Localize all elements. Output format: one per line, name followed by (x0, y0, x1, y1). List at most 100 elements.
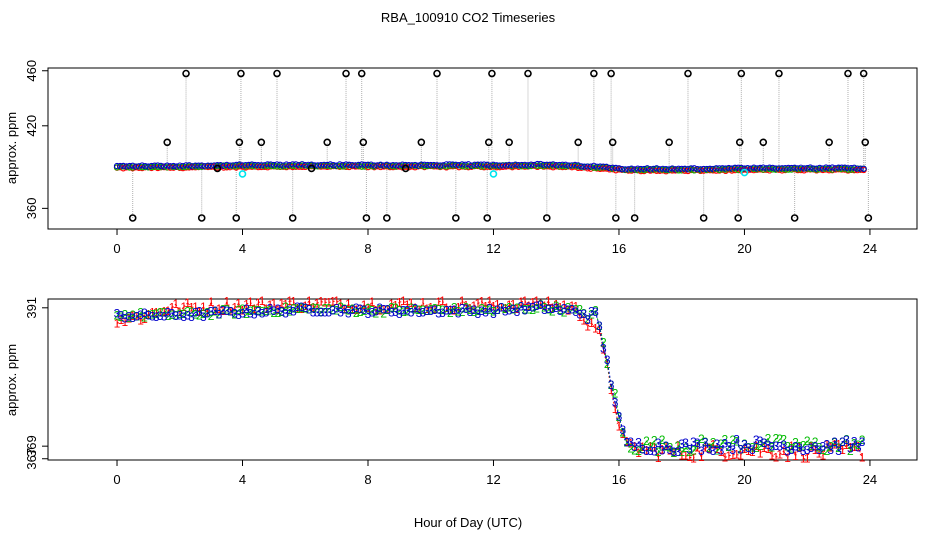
outlier-point (357, 69, 366, 78)
series-3-segment (395, 311, 400, 315)
data-point (502, 162, 510, 169)
series-3-segment (156, 315, 161, 318)
series-2-segment (258, 309, 263, 313)
data-point (264, 161, 271, 168)
series-3-segment (583, 313, 589, 321)
outlier-point-cyan (740, 168, 749, 177)
series-1-segment (304, 300, 310, 307)
series-1-segment (536, 300, 541, 305)
series-2-segment (375, 309, 381, 314)
series-2-segment (736, 441, 741, 450)
series-2-segment (563, 307, 569, 313)
series-3-segment (473, 309, 479, 315)
series-2-segment (226, 309, 231, 312)
series-2-segment (308, 307, 314, 310)
outlier-point (759, 138, 768, 147)
series-3-segment (301, 306, 306, 309)
series-3-segment (140, 312, 145, 316)
data-point (844, 165, 852, 172)
series-3-segment (453, 309, 459, 314)
outlier-point (362, 214, 371, 222)
series-1-segment (336, 300, 341, 305)
series-3-segment (418, 311, 423, 314)
series-2-segment (551, 305, 557, 312)
data-point (835, 164, 842, 171)
series-2-segment (516, 306, 522, 309)
series-1-segment (175, 303, 181, 313)
series-3-segment (124, 316, 130, 320)
series-3-segment (367, 312, 373, 315)
series-2-segment (508, 307, 514, 310)
series-2-segment (591, 310, 596, 315)
series-3-segment (179, 315, 184, 318)
series-3-segment (787, 449, 792, 452)
data-point (364, 161, 372, 168)
data-point (794, 165, 801, 172)
outlier-point (607, 69, 615, 78)
series-2-segment (277, 311, 282, 314)
outlier-point (257, 138, 266, 147)
data-point (813, 165, 820, 172)
x-tick-label: 0 (113, 472, 120, 487)
outlier-point (524, 69, 532, 78)
data-point (622, 166, 629, 173)
data-point (154, 162, 161, 169)
data-point (374, 162, 381, 169)
data-point (277, 161, 284, 168)
outlier-point (237, 69, 245, 78)
series-1-segment (779, 450, 784, 455)
data-point (810, 165, 817, 172)
series-3-segment (379, 307, 384, 311)
x-tick-label: 16 (612, 241, 626, 256)
series-2-segment (681, 447, 686, 453)
x-tick-label: 12 (486, 472, 500, 487)
series-3-segment (602, 348, 608, 360)
series-3-segment (853, 441, 859, 448)
series-1-segment (724, 455, 729, 458)
data-point (804, 164, 811, 172)
series-3-segment (273, 308, 279, 312)
series-1-segment (261, 300, 267, 310)
series-1-segment (818, 452, 824, 457)
data-point (449, 161, 456, 168)
series-3-segment (187, 314, 192, 318)
series-1-segment (751, 445, 757, 453)
outlier-point (383, 214, 391, 222)
data-point (333, 162, 340, 169)
series-3-segment (352, 307, 357, 311)
data-point (766, 164, 773, 171)
series-3-segment (661, 445, 667, 451)
series-1-segment (532, 300, 537, 303)
outlier-point (735, 138, 744, 147)
data-point (245, 161, 252, 169)
data-point (132, 163, 139, 170)
data-point (201, 163, 209, 170)
x-tick-label: 12 (486, 241, 500, 256)
series-3-segment (751, 439, 757, 451)
series-1-segment (206, 301, 212, 313)
series-1-segment (238, 303, 243, 311)
series-1-segment (273, 303, 279, 311)
data-point (706, 165, 714, 172)
y-tick-label: 391 (24, 297, 39, 319)
data-point (618, 165, 626, 173)
series-1-segment (595, 328, 600, 331)
series-2-segment (838, 441, 843, 449)
series-1-segment (367, 301, 373, 309)
data-point (424, 161, 431, 169)
data-point (857, 165, 864, 172)
series-2-segment (759, 442, 765, 447)
series-3-segment (410, 307, 416, 313)
plot-frame-bottom (47, 298, 918, 461)
data-point (273, 163, 281, 170)
series-2-segment (783, 439, 789, 447)
outlier-point (452, 214, 460, 222)
series-3-segment (826, 444, 832, 451)
series-2-segment (830, 441, 836, 447)
series-2-segment (649, 440, 655, 448)
series-3-segment (693, 441, 698, 444)
series-1-segment (116, 319, 122, 324)
series-2-segment (116, 314, 122, 318)
series-1-segment (246, 301, 251, 305)
